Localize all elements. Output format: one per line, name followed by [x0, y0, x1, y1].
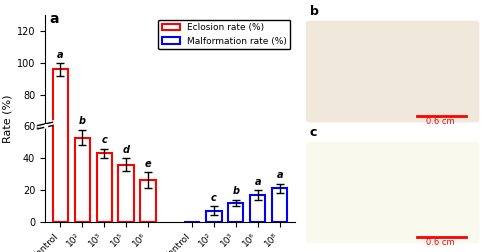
Text: b: b [232, 186, 239, 196]
Legend: Eclosion rate (%), Malformation rate (%): Eclosion rate (%), Malformation rate (%) [158, 20, 290, 49]
Text: e: e [145, 159, 152, 169]
Text: d: d [122, 145, 130, 155]
Bar [52, 69, 68, 222]
Bar [250, 195, 266, 222]
Text: a: a [254, 177, 261, 187]
Text: c: c [102, 136, 107, 145]
FancyBboxPatch shape [306, 21, 480, 122]
Bar [228, 203, 244, 222]
Y-axis label: Rate (%): Rate (%) [2, 94, 12, 143]
FancyBboxPatch shape [306, 142, 480, 243]
Bar [74, 138, 90, 222]
Bar [272, 188, 287, 222]
Text: a: a [276, 170, 283, 180]
Text: 0.6 cm: 0.6 cm [426, 117, 454, 125]
Text: 0.6 cm: 0.6 cm [426, 238, 454, 246]
Text: c: c [310, 126, 317, 139]
Text: b: b [310, 5, 318, 18]
Bar [96, 153, 112, 222]
Bar [206, 211, 222, 222]
Bar [118, 165, 134, 222]
Text: c: c [211, 193, 216, 203]
Bar [140, 180, 156, 222]
Text: a: a [57, 50, 64, 60]
Text: b: b [79, 116, 86, 127]
Text: a: a [50, 12, 59, 26]
